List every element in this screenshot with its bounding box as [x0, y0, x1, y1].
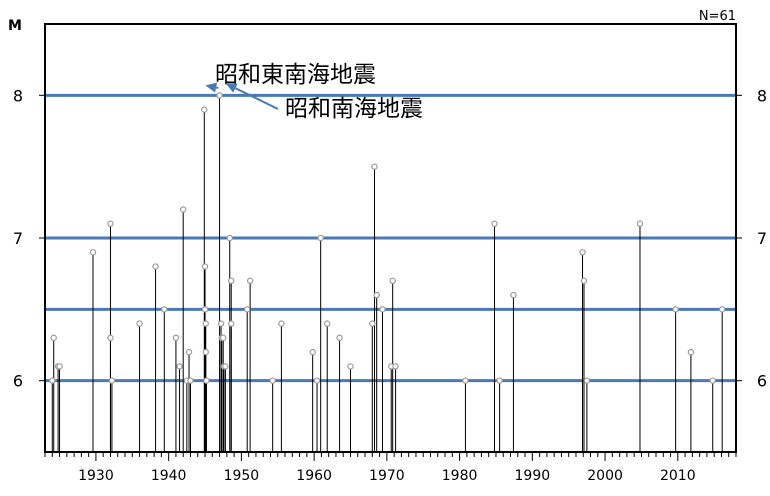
data-point: [217, 320, 225, 327]
data-point: [373, 291, 380, 299]
data-point: [718, 306, 726, 313]
data-point: [201, 306, 209, 313]
annotation-nankai-arrow: [235, 87, 279, 110]
data-point: [107, 334, 114, 342]
data-point: [228, 277, 235, 284]
x-tick-label: 2000: [587, 468, 623, 484]
data-point: [228, 320, 235, 327]
data-point: [107, 220, 114, 227]
data-point: [510, 291, 517, 299]
y-axis-left-tick-labels: 6 7 8: [13, 86, 45, 391]
data-point: [317, 234, 324, 242]
x-tick-label: 1990: [515, 468, 551, 484]
y-tick-label-right: 8: [757, 86, 767, 105]
y-axis-label: M: [8, 18, 22, 34]
x-tick-label: 1970: [369, 468, 405, 484]
data-points: [49, 92, 726, 384]
data-point: [201, 263, 209, 270]
annotation-tonankai-label: 昭和東南海地震: [215, 62, 376, 88]
annotation-nankai-label: 昭和南海地震: [285, 96, 423, 122]
x-axis-tick-labels: 1930 1940 1950 1960 1970 1980 1990 2000 2010: [78, 468, 696, 484]
data-point: [161, 306, 168, 313]
y-tick-label-left: 8: [13, 86, 23, 105]
data-point: [709, 377, 716, 384]
data-point: [56, 363, 63, 370]
x-tick-label: 1960: [296, 468, 332, 484]
data-point: [203, 377, 210, 384]
data-point: [672, 306, 679, 313]
annotations: 昭和東南海地震 昭和南海地震: [205, 62, 423, 122]
data-point: [313, 377, 321, 384]
data-point: [222, 363, 229, 370]
data-point: [392, 363, 399, 370]
x-axis-ticks: [44, 452, 737, 461]
data-point: [309, 348, 316, 356]
y-axis-right-tick-labels: 6 7 8: [736, 86, 767, 391]
data-point: [201, 106, 208, 113]
x-tick-label: 1980: [442, 468, 478, 484]
data-point: [379, 306, 386, 313]
x-tick-label: 1940: [151, 468, 187, 484]
data-point: [202, 348, 209, 356]
annotation-tonankai-arrowhead: [205, 82, 218, 93]
data-point: [187, 377, 194, 384]
y-tick-label-right: 7: [757, 229, 767, 248]
data-point: [179, 206, 187, 213]
data-point: [246, 277, 254, 284]
data-point: [136, 320, 143, 327]
data-point: [49, 377, 56, 384]
y-tick-label-left: 7: [13, 229, 23, 248]
data-point: [491, 220, 498, 227]
data-point: [50, 334, 57, 342]
count-label: N=61: [699, 9, 736, 24]
data-point: [687, 348, 695, 356]
data-point: [216, 92, 223, 99]
annotation-nankai-arrowhead: [225, 83, 238, 93]
y-tick-label-left: 6: [13, 372, 23, 391]
data-point: [185, 348, 193, 356]
y-tick-label-right: 6: [757, 372, 767, 391]
data-point: [244, 306, 251, 313]
data-point: [89, 249, 97, 256]
data-point: [278, 320, 285, 327]
data-point: [176, 363, 183, 370]
x-tick-label: 1950: [224, 468, 260, 484]
data-point: [202, 320, 209, 327]
data-point: [220, 334, 227, 342]
data-point: [324, 320, 331, 327]
reference-lines: [45, 93, 736, 383]
data-point: [108, 377, 116, 384]
data-point: [172, 334, 180, 342]
x-tick-label: 1930: [78, 468, 114, 484]
data-point: [226, 234, 233, 242]
x-tick-label: 2010: [660, 468, 696, 484]
data-point: [583, 377, 591, 384]
data-point: [336, 334, 343, 342]
data-point: [462, 377, 469, 384]
data-point: [269, 377, 276, 384]
data-point: [152, 263, 159, 270]
data-point: [496, 377, 503, 384]
data-point: [369, 320, 376, 327]
data-point: [347, 363, 354, 370]
data-point: [389, 277, 396, 284]
data-point: [580, 277, 588, 284]
data-point: [371, 163, 378, 170]
data-point: [636, 220, 644, 227]
data-point: [579, 249, 586, 256]
